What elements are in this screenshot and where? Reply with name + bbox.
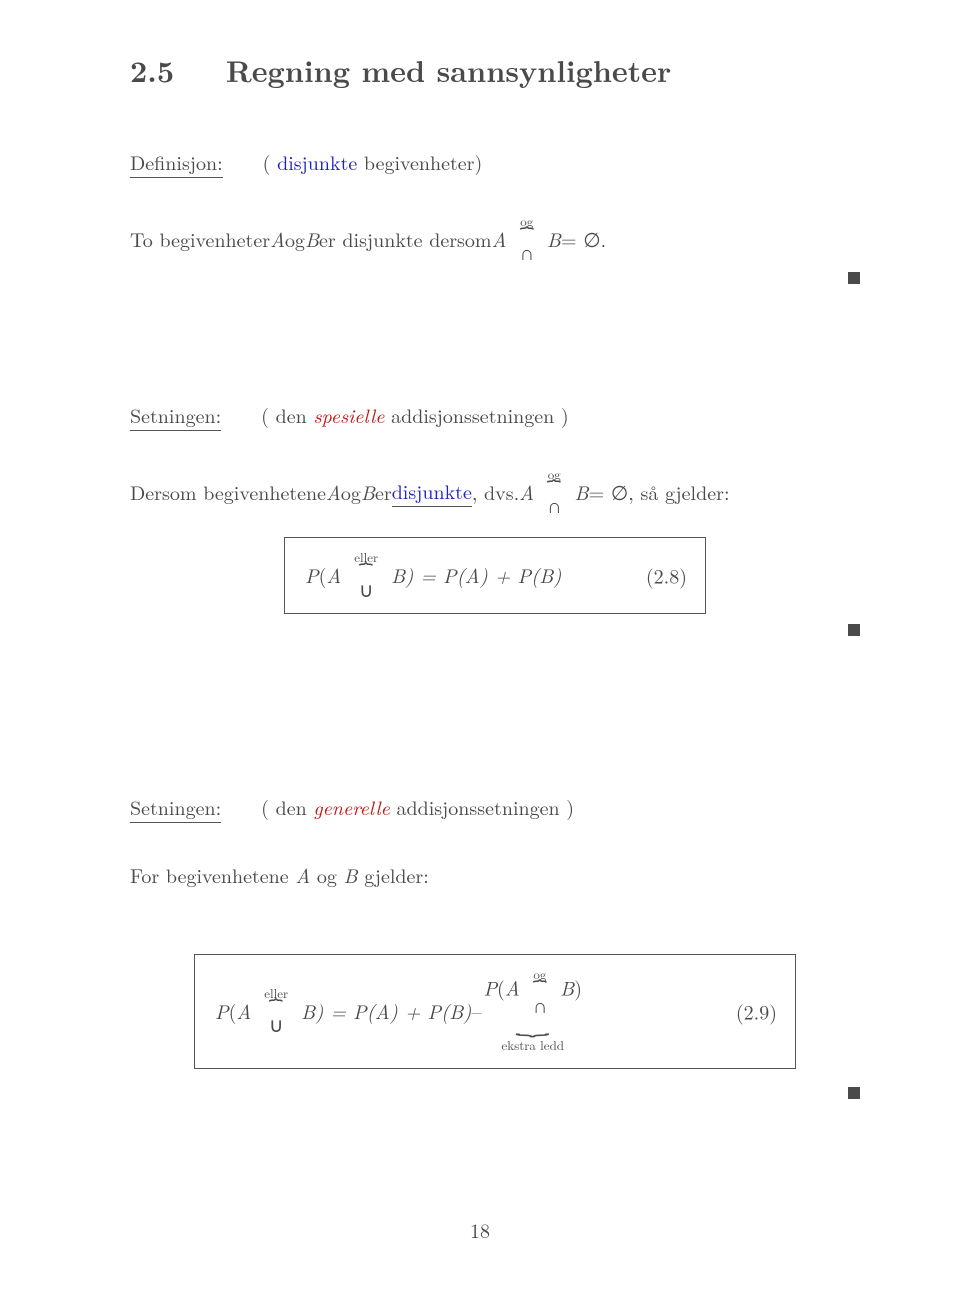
brace-icon: ⏞ <box>359 565 373 576</box>
adj-spesielle: spesielle <box>313 400 384 429</box>
gen-pre: For begivenhetene <box>130 860 295 889</box>
P: P <box>215 996 229 1025</box>
equation-box-2-8: P(A eller ⏞ ∪ B) = P(A) + P(B) (2.8) <box>284 537 706 613</box>
qed-icon <box>848 1087 860 1099</box>
word-og: og <box>341 477 361 506</box>
eq-rhs: ) = P(A) + P(B) <box>405 560 561 589</box>
overbrace-og-2: og ⏞ ∩ <box>547 467 561 515</box>
theorem-header-spes: Setningen: ( den spesielle addisjonssetn… <box>130 399 860 431</box>
theorem-spes-body: Dersom begivenhetene A og B er disjunkte… <box>130 467 860 515</box>
P: P <box>483 972 497 1001</box>
var-A-3: A <box>519 477 534 506</box>
equation-number: (2.8) <box>646 561 687 590</box>
theorem-label-2: Setningen: <box>130 792 221 823</box>
P: P <box>305 560 319 589</box>
definition-label: Definisjon: <box>130 147 223 178</box>
var-A: A <box>236 996 251 1025</box>
var-B: B <box>305 224 319 253</box>
overbrace-og-3: og⏞∩ <box>533 967 547 1015</box>
brace-icon: ⏞ <box>547 482 561 493</box>
paren-open: ( den <box>261 400 313 429</box>
definition-header: Definisjon: ( disjunkte begivenheter) <box>130 146 860 178</box>
var-B-2: B <box>547 224 561 253</box>
thm-gen-after: addisjonssetningen ) <box>390 792 574 821</box>
section-number: 2.5 <box>130 48 174 91</box>
paren-open: ( den <box>261 792 313 821</box>
theorem-label: Setningen: <box>130 400 221 431</box>
word-er: er <box>375 477 392 506</box>
var-B: B <box>391 560 405 589</box>
var-B: B <box>301 996 315 1025</box>
equation-box-2-9: P(A eller ⏞ ∪ B) = P(A) + P(B)– P(A og⏞∩… <box>194 954 796 1069</box>
brace-icon: ⏞ <box>533 982 547 993</box>
underbrace-extra: P(A og⏞∩ B) ⏟ ekstra ledd <box>483 967 582 1054</box>
adj-generelle: generelle <box>313 792 389 821</box>
qed-row-2 <box>130 624 860 636</box>
link-disjunkte: disjunkte <box>392 476 472 507</box>
var-A: A <box>295 860 310 889</box>
var-A-2: A <box>492 224 507 253</box>
var-B: B <box>344 860 358 889</box>
qed-row <box>130 272 860 284</box>
minus: – <box>471 996 481 1025</box>
thm-after: addisjonssetningen ) <box>384 400 568 429</box>
def-rhs: = ∅. <box>561 224 606 253</box>
spes-after-cap: = ∅, så gjelder: <box>589 477 730 506</box>
var-B: B <box>361 477 375 506</box>
word-og: og <box>310 860 343 889</box>
term-after: begivenheter) <box>357 147 482 176</box>
page-number: 18 <box>0 1215 960 1244</box>
var-B-3: B <box>575 477 589 506</box>
section-title: 2.5 Regning med sannsynligheter <box>130 48 860 91</box>
def-text-mid: er disjunkte dersom <box>319 224 492 253</box>
var-A: A <box>270 224 285 253</box>
word-og: og <box>285 224 305 253</box>
brace-icon: ⏞ <box>269 1001 283 1012</box>
qed-icon <box>848 272 860 284</box>
var-B: B <box>560 972 574 1001</box>
theorem-gen-body: For begivenhetene A og B gjelder: <box>130 859 860 891</box>
equation-number-2: (2.9) <box>736 997 777 1026</box>
definition-body: To begivenheter A og B er disjunkte ders… <box>130 214 860 262</box>
word-dvs: , dvs. <box>472 477 519 506</box>
qed-icon <box>848 624 860 636</box>
var-A: A <box>505 972 520 1001</box>
theorem-header-gen: Setningen: ( den generelle addisjonssetn… <box>130 791 860 823</box>
spes-pre: Dersom begivenhetene <box>130 477 326 506</box>
overbrace-eller: eller ⏞ ∪ <box>354 550 378 598</box>
var-A: A <box>326 477 341 506</box>
qed-row-3 <box>130 1087 860 1099</box>
underbrace-icon: ⏟ <box>515 1021 550 1032</box>
eq-mid: ) = P(A) + P(B) <box>315 996 471 1025</box>
term-disjunkte: disjunkte <box>277 147 357 176</box>
overbrace-eller-2: eller ⏞ ∪ <box>264 986 288 1034</box>
paren-open: ( <box>263 147 271 176</box>
brace-icon: ⏞ <box>519 229 533 240</box>
word-gjelder: gjelder: <box>358 860 429 889</box>
overbrace-og: og ⏞ ∩ <box>519 214 533 262</box>
def-text-pre: To begivenheter <box>130 224 270 253</box>
var-A: A <box>326 560 341 589</box>
section-heading: Regning med sannsynligheter <box>226 48 671 91</box>
